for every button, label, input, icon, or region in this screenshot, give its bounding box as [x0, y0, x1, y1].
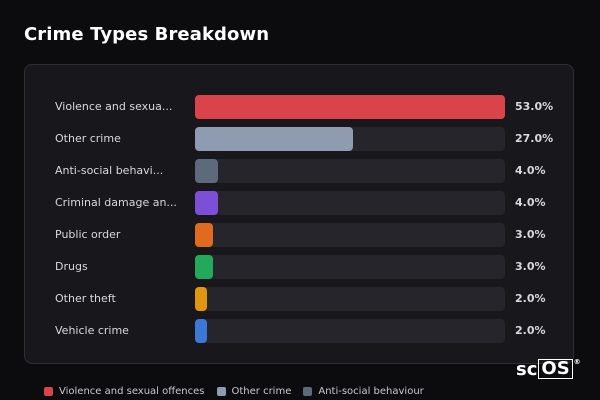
bar-row: Drugs 3.0% — [25, 255, 575, 279]
bar-track — [195, 319, 505, 343]
bar-row: Violence and sexua... 53.0% — [25, 95, 575, 119]
bar-row: Other theft 2.0% — [25, 287, 575, 311]
logo-prefix: sc — [516, 358, 538, 380]
bar-category-label: Criminal damage an... — [55, 196, 177, 209]
bar-value-label: 2.0% — [515, 292, 546, 305]
chart-legend: Violence and sexual offences Other crime A… — [44, 386, 436, 397]
bar-row: Other crime 27.0% — [25, 127, 575, 151]
logo-registered-mark: ® — [573, 358, 581, 366]
bar-row: Vehicle crime 2.0% — [25, 319, 575, 343]
bar-category-label: Drugs — [55, 260, 88, 273]
bar-track — [195, 287, 505, 311]
bar-value-label: 4.0% — [515, 196, 546, 209]
bar-track — [195, 191, 505, 215]
bar-track — [195, 159, 505, 183]
bar-track — [195, 95, 505, 119]
scos-logo: sc OS ® — [516, 358, 581, 380]
bar-value-label: 53.0% — [515, 100, 554, 113]
legend-label: Anti-social behaviour — [318, 386, 424, 397]
bar-value-label: 27.0% — [515, 132, 554, 145]
bar[interactable] — [195, 159, 219, 183]
legend-item[interactable]: Violence and sexual offences — [44, 386, 205, 397]
legend-item[interactable]: Anti-social behaviour — [303, 386, 424, 397]
bar[interactable] — [195, 95, 505, 119]
bar[interactable] — [195, 319, 207, 343]
bar[interactable] — [195, 127, 353, 151]
bar-category-label: Violence and sexua... — [55, 100, 173, 113]
bar-value-label: 3.0% — [515, 228, 546, 241]
bar-value-label: 4.0% — [515, 164, 546, 177]
bar-category-label: Vehicle crime — [55, 324, 129, 337]
bar-track — [195, 255, 505, 279]
legend-label: Other crime — [231, 386, 292, 397]
bar-value-label: 3.0% — [515, 260, 546, 273]
chart-title: Crime Types Breakdown — [24, 24, 270, 45]
chart-card: Violence and sexua... 53.0% Other crime 27.… — [24, 64, 574, 364]
bar[interactable] — [195, 223, 213, 247]
bar-category-label: Anti-social behavi... — [55, 164, 164, 177]
legend-label: Violence and sexual offences — [59, 386, 205, 397]
bar-category-label: Other theft — [55, 292, 116, 305]
legend-swatch — [303, 387, 313, 396]
bar-track — [195, 223, 505, 247]
legend-swatch — [44, 387, 53, 396]
bar-row: Criminal damage an... 4.0% — [25, 191, 575, 215]
logo-boxed-text: OS — [538, 359, 573, 379]
legend-swatch — [216, 387, 226, 396]
bar-row: Anti-social behavi... 4.0% — [25, 159, 575, 183]
bar-row: Public order 3.0% — [25, 223, 575, 247]
bar-value-label: 2.0% — [515, 324, 546, 337]
bar-category-label: Public order — [55, 228, 121, 241]
bar-track — [195, 127, 505, 151]
bar[interactable] — [195, 287, 207, 311]
bar[interactable] — [195, 255, 213, 279]
bar[interactable] — [195, 191, 219, 215]
legend-item[interactable]: Other crime — [216, 386, 292, 397]
bar-category-label: Other crime — [55, 132, 121, 145]
